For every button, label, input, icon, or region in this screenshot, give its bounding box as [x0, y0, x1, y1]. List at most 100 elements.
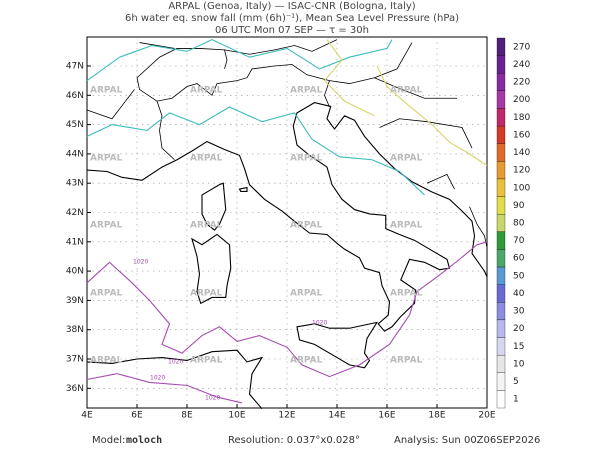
watermark: ARPAL: [290, 86, 323, 96]
colorbar-swatch: [496, 214, 506, 232]
watermark: ARPAL: [190, 154, 223, 164]
border: [225, 40, 338, 55]
footer-analysis: Analysis: Sun 00Z06SEP2026: [394, 435, 540, 446]
coastline: [202, 183, 226, 230]
border: [87, 89, 135, 118]
longitude-label: 12E: [278, 411, 295, 421]
latitude-label: 43N: [66, 179, 84, 189]
border: [140, 43, 175, 49]
watermark: ARPAL: [390, 356, 423, 366]
watermark: ARPAL: [290, 289, 323, 299]
colorbar-swatch: [496, 302, 506, 321]
coastline: [87, 350, 262, 409]
colorbar-swatch: [496, 143, 506, 162]
watermark: ARPAL: [390, 289, 423, 299]
watermark: ARPAL: [190, 289, 223, 299]
watermark: ARPAL: [190, 356, 223, 366]
colorbar-label: 30: [513, 307, 525, 317]
watermark: ARPAL: [290, 356, 323, 366]
isobar: [87, 40, 392, 81]
colorbar-label: 70: [513, 236, 525, 246]
isobar-label: 1020: [150, 375, 165, 382]
isobar-label: 1020: [312, 320, 327, 327]
latitude-label: 37N: [66, 355, 84, 365]
watermark: ARPAL: [90, 154, 123, 164]
colorbar-swatch: [496, 196, 506, 215]
watermarks: ARPAL ARPAL ARPAL ARPAL ARPAL ARPAL ARPAL ARPAL…: [90, 86, 423, 402]
colorbar-label: 1: [513, 395, 519, 405]
colorbar-swatch: [496, 231, 506, 250]
colorbar-label: 220: [513, 78, 530, 88]
longitude-label: 8E: [181, 411, 193, 421]
footer-model-label: Model:: [92, 435, 125, 446]
border: [157, 65, 330, 160]
colorbar-label: 10: [513, 359, 525, 369]
longitude-label: 10E: [228, 411, 245, 421]
colorbar-swatch: [496, 55, 506, 74]
colorbar-label: 120: [513, 166, 530, 176]
colorbar-swatch: [496, 125, 506, 144]
header-line: 06 UTC Mon 07 SEP — τ = 30h: [215, 25, 369, 36]
isobar: [87, 107, 425, 195]
watermark: ARPAL: [190, 86, 223, 96]
colorbar-label: 60: [513, 254, 525, 264]
watermark: ARPAL: [90, 289, 123, 299]
watermark: ARPAL: [290, 154, 323, 164]
latitude-label: 39N: [66, 296, 84, 306]
longitude-label: 16E: [378, 411, 395, 421]
coastline: [87, 103, 487, 332]
colorbar-swatch: [496, 249, 506, 268]
longitude-label: 4E: [81, 411, 93, 421]
footer-resolution: Resolution: 0.037°x0.028°: [228, 435, 360, 446]
isobar-label: 1020: [133, 259, 148, 266]
coastline: [297, 322, 377, 367]
colorbar-swatch: [496, 337, 506, 356]
latitude-label: 42N: [66, 208, 84, 218]
axis-labels: 47N 46N 45N 44N 43N 42N 41N 40N 39N 38N 37N 36N 4E 6E…: [66, 62, 496, 421]
watermark: ARPAL: [90, 221, 123, 231]
colorbar-label: 50: [513, 271, 525, 281]
border: [137, 48, 227, 101]
latitude-label: 36N: [66, 384, 84, 394]
border: [427, 174, 455, 189]
colorbar-swatch: [496, 372, 506, 391]
watermark: ARPAL: [390, 154, 423, 164]
colorbar-swatch: [496, 108, 506, 127]
colorbar-label: 180: [513, 113, 530, 123]
colorbar-label: 240: [513, 60, 530, 70]
header-line: 6h water eq. snow fall (mm (6h)⁻¹), Mean…: [125, 13, 459, 24]
coastline: [240, 188, 247, 192]
colorbar-swatch: [496, 266, 506, 285]
watermark: ARPAL: [390, 86, 423, 96]
watermark: ARPAL: [190, 221, 223, 231]
contour: [377, 66, 487, 166]
isobar-label: 1020: [205, 395, 220, 402]
latitude-label: 46N: [66, 91, 84, 101]
longitude-label: 14E: [328, 411, 345, 421]
colorbar-label: 40: [513, 289, 525, 299]
colorbar-label: 140: [513, 148, 530, 158]
colorbar-label: 80: [513, 219, 525, 229]
colorbar-label: 15: [513, 342, 524, 352]
border: [380, 119, 473, 148]
watermark: ARPAL: [290, 221, 323, 231]
colorbar: 2702402202001801601401201009080706050403…: [496, 37, 530, 409]
header-line: ARPAL (Genoa, Italy) — ISAC-CNR (Bologna…: [168, 1, 415, 12]
colorbar-label: 20: [513, 324, 525, 334]
latitude-label: 38N: [66, 325, 84, 335]
watermark: ARPAL: [390, 221, 423, 231]
colorbar-swatch: [496, 73, 506, 92]
colorbar-swatch: [496, 37, 506, 56]
longitude-label: 20E: [478, 411, 495, 421]
colorbar-swatch: [496, 354, 506, 373]
latitude-label: 45N: [66, 120, 84, 130]
contour: [325, 40, 375, 116]
colorbar-swatch: [496, 284, 506, 303]
isobar-label: 1020: [168, 359, 183, 366]
isobar: [87, 242, 487, 377]
latitude-label: 40N: [66, 267, 84, 277]
watermark: ARPAL: [90, 356, 123, 366]
footer-model: moloch: [126, 435, 162, 446]
colorbar-swatch: [496, 161, 506, 180]
